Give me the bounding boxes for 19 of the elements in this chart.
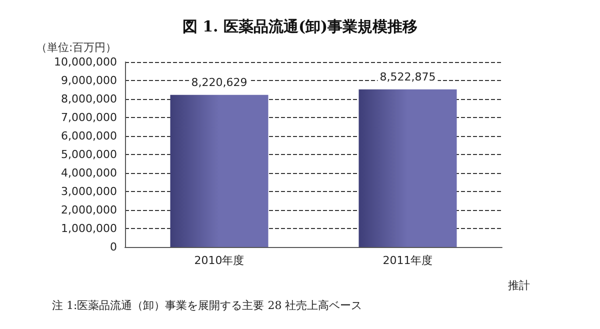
y-tick-label: 10,000,000	[54, 56, 117, 68]
y-tick-label: 1,000,000	[61, 222, 117, 235]
text: 注 1:医薬品流通（卸）事業を展開する主要 28 社売上高ベース	[52, 299, 362, 312]
data-label: 8,220,629	[191, 76, 248, 89]
data-label: 8,522,875	[380, 70, 436, 84]
x-tick-label: 2011年度	[382, 254, 433, 267]
y-tick-label: 0	[110, 240, 117, 254]
x-tick-label: 2010年度	[194, 254, 244, 267]
y-tick-label: 3,000,000	[61, 185, 117, 198]
y-tick-label: 8,000,000	[61, 92, 117, 106]
y-axis-title: （単位:百万円）	[36, 41, 117, 54]
text: 推計	[508, 279, 530, 292]
y-tick-label: 4,000,000	[61, 166, 117, 180]
y-tick-label: 5,000,000	[61, 148, 117, 161]
y-tick-label: 9,000,000	[61, 74, 117, 87]
y-tick-label: 7,000,000	[61, 111, 117, 124]
y-tick-label: 2,000,000	[61, 204, 117, 216]
chart-title: 図 1. 医薬品流通(卸)事業規模推移	[182, 18, 418, 36]
y-tick-label: 6,000,000	[61, 130, 117, 142]
